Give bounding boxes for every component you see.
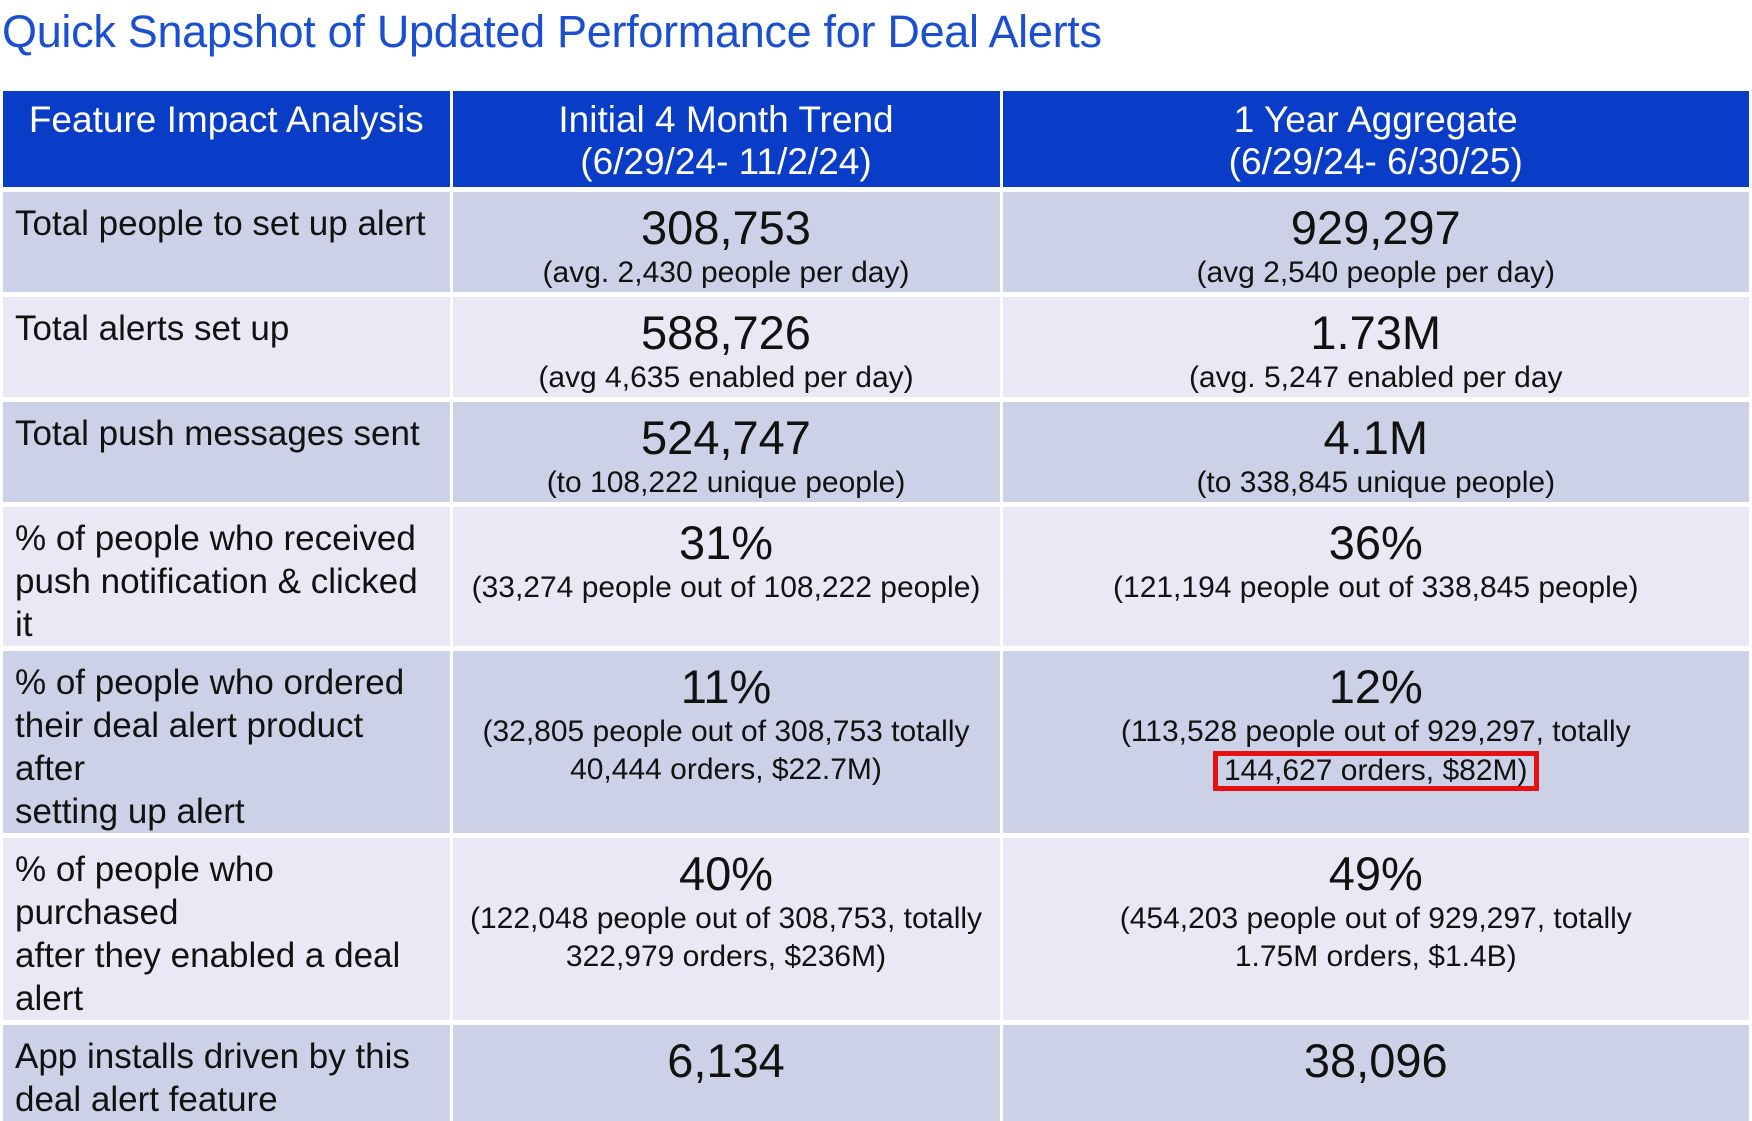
table-row: % of people who ordered their deal alert… bbox=[3, 645, 1749, 835]
year-note: (454,203 people out of 929,297, totally bbox=[1119, 901, 1632, 935]
header-col2-label: Initial 4 Month Trend bbox=[558, 99, 894, 140]
initial-cell: 588,726 (avg 4,635 enabled per day) bbox=[451, 291, 1003, 399]
initial-cell: 11% (32,805 people out of 308,753 totall… bbox=[451, 645, 1003, 835]
initial-note: (avg. 2,430 people per day) bbox=[542, 255, 910, 289]
initial-value: 308,753 bbox=[641, 200, 811, 254]
year-note: (avg 2,540 people per day) bbox=[1196, 255, 1556, 289]
initial-note: (33,274 people out of 108,222 people) bbox=[471, 570, 981, 604]
year-cell: 36% (121,194 people out of 338,845 peopl… bbox=[1001, 501, 1749, 648]
year-note: (121,194 people out of 338,845 people) bbox=[1113, 570, 1639, 604]
year-cell: 49% (454,203 people out of 929,297, tota… bbox=[1001, 832, 1749, 1022]
year-value: 36% bbox=[1328, 515, 1423, 569]
initial-cell: 31% (33,274 people out of 108,222 people… bbox=[451, 501, 1003, 648]
header-col2-dates: (6/29/24- 11/2/24) bbox=[580, 141, 872, 182]
metric-label: Total people to set up alert bbox=[3, 186, 453, 294]
header-col3-label: 1 Year Aggregate bbox=[1233, 99, 1518, 140]
table-row: Total people to set up alert 308,753 (av… bbox=[3, 186, 1749, 294]
table-row: Total alerts set up 588,726 (avg 4,635 e… bbox=[3, 291, 1749, 399]
year-value: 49% bbox=[1328, 846, 1423, 900]
header-col1-label: Feature Impact Analysis bbox=[28, 99, 424, 140]
table-row: % of people who received push notificati… bbox=[3, 501, 1749, 648]
year-value: 1.73M bbox=[1310, 305, 1442, 359]
initial-value: 524,747 bbox=[641, 410, 811, 464]
initial-note: (avg 4,635 enabled per day) bbox=[538, 360, 914, 394]
metric-label: Total push messages sent bbox=[3, 396, 453, 504]
initial-note: (122,048 people out of 308,753, totally bbox=[469, 901, 983, 935]
year-value: 38,096 bbox=[1303, 1033, 1448, 1087]
table-row: Total push messages sent 524,747 (to 108… bbox=[3, 396, 1749, 504]
initial-note: 322,979 orders, $236M) bbox=[565, 939, 887, 973]
initial-cell: 6,134 bbox=[451, 1019, 1003, 1121]
year-cell: 929,297 (avg 2,540 people per day) bbox=[1001, 186, 1749, 294]
performance-table: Feature Impact Analysis Initial 4 Month … bbox=[3, 91, 1749, 1121]
initial-note: 40,444 orders, $22.7M) bbox=[570, 752, 882, 786]
metric-label: App installs driven by this deal alert f… bbox=[3, 1019, 453, 1121]
year-cell: 38,096 bbox=[1001, 1019, 1749, 1121]
initial-value: 6,134 bbox=[667, 1033, 785, 1087]
metric-label: Total alerts set up bbox=[3, 291, 453, 399]
year-note: (to 338,845 unique people) bbox=[1196, 465, 1556, 499]
metric-label: % of people who ordered their deal alert… bbox=[3, 645, 453, 835]
header-col3-dates: (6/29/24- 6/30/25) bbox=[1228, 141, 1523, 182]
initial-value: 11% bbox=[680, 659, 772, 713]
initial-cell: 524,747 (to 108,222 unique people) bbox=[451, 396, 1003, 504]
year-cell: 4.1M (to 338,845 unique people) bbox=[1001, 396, 1749, 504]
header-year-aggregate: 1 Year Aggregate (6/29/24- 6/30/25) bbox=[1001, 91, 1749, 189]
table-row: % of people who purchased after they ena… bbox=[3, 832, 1749, 1022]
page-title: Quick Snapshot of Updated Performance fo… bbox=[2, 6, 1102, 57]
initial-value: 40% bbox=[678, 846, 774, 900]
header-initial-trend: Initial 4 Month Trend (6/29/24- 11/2/24) bbox=[451, 91, 1003, 189]
year-value: 12% bbox=[1328, 659, 1423, 713]
year-value: 4.1M bbox=[1323, 410, 1429, 464]
highlight-box: 144,627 orders, $82M) bbox=[1212, 750, 1539, 791]
initial-cell: 40% (122,048 people out of 308,753, tota… bbox=[451, 832, 1003, 1022]
initial-value: 588,726 bbox=[641, 305, 811, 359]
initial-value: 31% bbox=[678, 515, 774, 569]
metric-label: % of people who received push notificati… bbox=[3, 501, 453, 648]
year-note: (113,528 people out of 929,297, totally bbox=[1120, 714, 1631, 748]
table-row: App installs driven by this deal alert f… bbox=[3, 1019, 1749, 1121]
metric-label: % of people who purchased after they ena… bbox=[3, 832, 453, 1022]
initial-cell: 308,753 (avg. 2,430 people per day) bbox=[451, 186, 1003, 294]
table-header-row: Feature Impact Analysis Initial 4 Month … bbox=[3, 91, 1749, 189]
year-note: (avg. 5,247 enabled per day bbox=[1188, 360, 1563, 394]
year-cell: 12% (113,528 people out of 929,297, tota… bbox=[1001, 645, 1749, 835]
year-cell: 1.73M (avg. 5,247 enabled per day bbox=[1001, 291, 1749, 399]
year-note: 1.75M orders, $1.4B) bbox=[1234, 939, 1517, 973]
initial-note: (32,805 people out of 308,753 totally bbox=[482, 714, 970, 748]
year-value: 929,297 bbox=[1290, 200, 1461, 254]
header-feature-impact: Feature Impact Analysis bbox=[3, 91, 453, 189]
initial-note: (to 108,222 unique people) bbox=[546, 465, 906, 499]
